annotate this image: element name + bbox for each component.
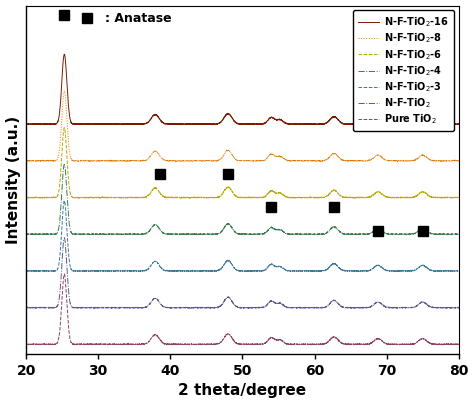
N-F-TiO$_2$-8	[23, 158, 29, 163]
N-F-TiO$_2$-3	[205, 268, 211, 273]
N-F-TiO$_2$	[62, 235, 67, 240]
N-F-TiO$_2$-4	[62, 162, 67, 167]
Line: N-F-TiO$_2$-6: N-F-TiO$_2$-6	[26, 128, 459, 198]
Line: Pure TiO$_2$: Pure TiO$_2$	[26, 274, 459, 345]
N-F-TiO$_2$-6	[456, 196, 462, 200]
N-F-TiO$_2$-4	[240, 232, 246, 237]
N-F-TiO$_2$-6	[204, 196, 210, 201]
Line: N-F-TiO$_2$-3: N-F-TiO$_2$-3	[26, 201, 459, 271]
X-axis label: 2 theta/degree: 2 theta/degree	[178, 383, 307, 398]
N-F-TiO$_2$-16	[209, 122, 214, 126]
N-F-TiO$_2$	[443, 305, 448, 310]
N-F-TiO$_2$	[338, 304, 344, 309]
N-F-TiO$_2$-3	[443, 268, 448, 273]
N-F-TiO$_2$-3	[421, 263, 427, 268]
Line: N-F-TiO$_2$-4: N-F-TiO$_2$-4	[26, 164, 459, 235]
N-F-TiO$_2$-4	[209, 232, 214, 237]
N-F-TiO$_2$	[205, 305, 211, 310]
N-F-TiO$_2$-4	[338, 230, 344, 235]
N-F-TiO$_2$-16	[229, 115, 235, 120]
N-F-TiO$_2$-4	[421, 227, 427, 231]
N-F-TiO$_2$-6	[209, 195, 214, 200]
N-F-TiO$_2$-6	[421, 190, 427, 195]
Pure TiO$_2$	[456, 342, 462, 347]
N-F-TiO$_2$-4	[23, 232, 29, 237]
N-F-TiO$_2$-16	[456, 122, 462, 127]
N-F-TiO$_2$-8	[229, 152, 235, 157]
Pure TiO$_2$	[209, 342, 214, 347]
N-F-TiO$_2$-6	[205, 196, 211, 200]
Line: N-F-TiO$_2$: N-F-TiO$_2$	[26, 238, 459, 308]
N-F-TiO$_2$-3	[337, 267, 343, 271]
N-F-TiO$_2$-6	[338, 193, 344, 198]
Text: : Anatase: : Anatase	[105, 12, 172, 25]
N-F-TiO$_2$-3	[23, 269, 29, 274]
N-F-TiO$_2$-8	[421, 153, 427, 158]
N-F-TiO$_2$-16	[209, 122, 215, 127]
N-F-TiO$_2$-8	[205, 158, 211, 163]
N-F-TiO$_2$	[23, 305, 29, 310]
N-F-TiO$_2$-8	[61, 88, 67, 93]
Pure TiO$_2$	[62, 272, 67, 277]
N-F-TiO$_2$-6	[229, 189, 235, 194]
N-F-TiO$_2$-3	[456, 268, 462, 273]
N-F-TiO$_2$-3	[229, 262, 235, 267]
N-F-TiO$_2$-8	[443, 158, 448, 163]
N-F-TiO$_2$-3	[209, 269, 214, 274]
N-F-TiO$_2$-3	[62, 199, 67, 204]
Pure TiO$_2$	[337, 340, 343, 345]
N-F-TiO$_2$-8	[209, 158, 214, 163]
Pure TiO$_2$	[229, 335, 235, 340]
N-F-TiO$_2$-16	[23, 121, 29, 126]
N-F-TiO$_2$-16	[205, 122, 211, 126]
Pure TiO$_2$	[352, 343, 357, 347]
N-F-TiO$_2$-8	[438, 159, 444, 164]
Y-axis label: Intensity (a.u.): Intensity (a.u.)	[6, 116, 20, 244]
N-F-TiO$_2$	[24, 306, 29, 311]
N-F-TiO$_2$-16	[443, 121, 448, 126]
N-F-TiO$_2$-6	[61, 125, 67, 130]
N-F-TiO$_2$	[209, 305, 214, 310]
Legend: N-F-TiO$_2$-16, N-F-TiO$_2$-8, N-F-TiO$_2$-6, N-F-TiO$_2$-4, N-F-TiO$_2$-3, N-F-: N-F-TiO$_2$-16, N-F-TiO$_2$-8, N-F-TiO$_…	[353, 11, 454, 131]
Line: N-F-TiO$_2$-16: N-F-TiO$_2$-16	[26, 54, 459, 125]
Line: N-F-TiO$_2$-8: N-F-TiO$_2$-8	[26, 91, 459, 162]
N-F-TiO$_2$-8	[456, 158, 462, 163]
Pure TiO$_2$	[421, 337, 427, 341]
N-F-TiO$_2$-8	[337, 157, 343, 162]
N-F-TiO$_2$	[229, 299, 235, 304]
N-F-TiO$_2$-16	[338, 120, 344, 124]
N-F-TiO$_2$-4	[205, 232, 211, 237]
N-F-TiO$_2$	[456, 305, 462, 310]
N-F-TiO$_2$-16	[61, 52, 67, 57]
N-F-TiO$_2$-6	[443, 195, 448, 200]
N-F-TiO$_2$-4	[456, 232, 462, 237]
N-F-TiO$_2$-4	[229, 225, 235, 229]
Pure TiO$_2$	[443, 342, 448, 347]
N-F-TiO$_2$-16	[421, 116, 427, 121]
N-F-TiO$_2$	[421, 300, 427, 305]
Pure TiO$_2$	[23, 342, 29, 347]
N-F-TiO$_2$-3	[440, 269, 446, 274]
Pure TiO$_2$	[205, 342, 211, 347]
N-F-TiO$_2$-6	[23, 195, 29, 200]
N-F-TiO$_2$-4	[443, 232, 448, 237]
